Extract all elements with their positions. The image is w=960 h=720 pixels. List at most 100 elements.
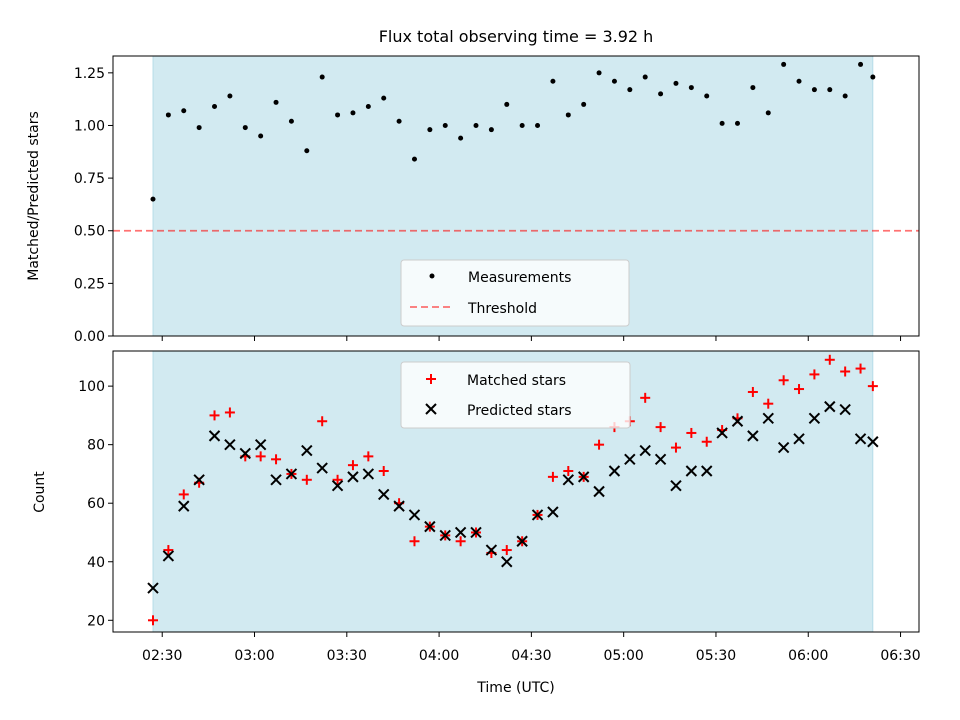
measurement-point	[335, 112, 341, 118]
x-tick-label: 04:30	[511, 648, 551, 664]
matched-star-point	[701, 436, 712, 447]
predicted-star-point	[454, 526, 467, 539]
predicted-star-point	[424, 520, 436, 533]
top-y-axis: 0.00 0.25 0.50 0.75 1.00 1.25	[74, 66, 113, 345]
measurement-point	[750, 85, 756, 91]
predicted-star-point	[716, 427, 728, 439]
legend-measurements-marker	[429, 273, 435, 279]
measurement-point	[796, 78, 802, 84]
measurement-point	[458, 135, 464, 141]
predicted-star-point	[239, 447, 251, 460]
matched-star-point	[501, 545, 512, 556]
predicted-star-point	[224, 438, 236, 451]
measurement-point	[627, 87, 633, 93]
matched-star-point	[378, 466, 389, 477]
predicted-star-point	[516, 535, 528, 547]
measurement-point	[827, 87, 833, 93]
top-legend-box	[400, 259, 630, 327]
measurement-point	[673, 80, 679, 86]
measurement-point	[181, 108, 187, 114]
y-tick-label: 0.25	[74, 276, 105, 292]
matched-star-point	[178, 489, 189, 500]
matched-star-point	[224, 407, 235, 418]
y-tick-label: 100	[78, 379, 105, 395]
top-measurements	[150, 61, 876, 202]
matched-star-point	[655, 422, 666, 433]
x-tick-label: 06:30	[880, 648, 920, 664]
measurement-point	[734, 120, 740, 126]
measurement-point	[365, 104, 371, 110]
predicted-star-point	[270, 474, 282, 486]
matched-star-point	[855, 363, 866, 374]
predicted-star-point	[408, 509, 421, 521]
matched-star-point	[794, 384, 805, 395]
matched-star-point	[163, 545, 174, 556]
predicted-star-point	[793, 433, 805, 445]
predicted-star-point	[824, 400, 836, 413]
predicted-star-point	[147, 582, 159, 594]
top-x-axis	[161, 336, 902, 341]
measurement-point	[550, 78, 556, 84]
predicted-star-point	[285, 468, 298, 480]
predicted-star-point	[854, 433, 867, 445]
predicted-star-point	[639, 444, 651, 457]
legend-predicted-label: Predicted stars	[467, 403, 572, 419]
matched-star-point	[670, 442, 681, 453]
measurement-point	[288, 118, 294, 124]
predicted-star-point	[701, 465, 713, 477]
measurement-point	[565, 112, 571, 118]
measurement-point	[581, 101, 587, 107]
measurement-point	[870, 74, 876, 80]
bottom-legend-box	[400, 361, 631, 429]
predicted-star-point	[593, 485, 605, 498]
matched-star-point	[867, 381, 878, 392]
x-tick-label: 03:00	[234, 648, 274, 664]
predicted-star-point	[316, 462, 328, 474]
matched-star-point	[455, 536, 466, 547]
measurement-point	[842, 93, 848, 99]
measurement-point	[273, 99, 279, 105]
top-axes-frame	[112, 55, 920, 337]
matched-star-point	[594, 439, 605, 450]
matched-star-point	[809, 369, 820, 380]
legend-predicted-marker	[425, 403, 437, 415]
bottom-legend: Matched stars Predicted stars	[400, 361, 631, 429]
predicted-star-point	[301, 444, 313, 457]
predicted-star-point	[577, 471, 590, 483]
predicted-star-point	[378, 488, 390, 501]
matched-star-point	[747, 386, 758, 397]
measurement-point	[212, 104, 218, 110]
measurement-point	[227, 93, 233, 99]
matched-star-point	[778, 375, 789, 386]
measurement-point	[642, 74, 648, 80]
predicted-star-point	[685, 465, 698, 477]
predicted-star-point	[501, 556, 513, 568]
bottom-predicted-points	[147, 400, 879, 594]
measurement-point	[858, 61, 864, 67]
legend-measurements-label: Measurements	[468, 270, 571, 286]
legend-matched-label: Matched stars	[467, 373, 566, 389]
y-tick-label: 80	[87, 438, 105, 454]
predicted-star-point	[839, 403, 851, 416]
predicted-star-point	[531, 509, 544, 521]
predicted-star-point	[470, 526, 482, 539]
predicted-star-point	[867, 436, 879, 448]
bottom-y-axis: 20 40 60 80 100	[78, 379, 113, 629]
x-tick-label: 03:30	[327, 648, 367, 664]
measurement-point	[596, 70, 602, 76]
predicted-star-point	[547, 506, 559, 518]
measurement-point	[504, 101, 510, 107]
bottom-axes-frame	[112, 350, 920, 633]
matched-star-point	[271, 454, 282, 465]
matched-star-point	[317, 416, 328, 427]
y-tick-label: 1.25	[74, 66, 105, 82]
bottom-matched-points	[147, 354, 878, 626]
x-tick-label: 05:30	[696, 648, 736, 664]
top-y-label: Matched/Predicted stars	[26, 111, 42, 281]
predicted-star-point	[331, 479, 344, 492]
measurement-point	[765, 110, 771, 116]
predicted-star-point	[670, 479, 682, 492]
legend-threshold-label: Threshold	[467, 301, 537, 317]
measurement-point	[150, 196, 156, 202]
predicted-star-point	[747, 430, 759, 442]
